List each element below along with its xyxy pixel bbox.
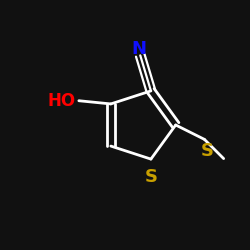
Text: N: N bbox=[131, 40, 146, 58]
Text: S: S bbox=[144, 168, 158, 186]
Text: S: S bbox=[200, 142, 213, 160]
Text: HO: HO bbox=[47, 92, 75, 110]
